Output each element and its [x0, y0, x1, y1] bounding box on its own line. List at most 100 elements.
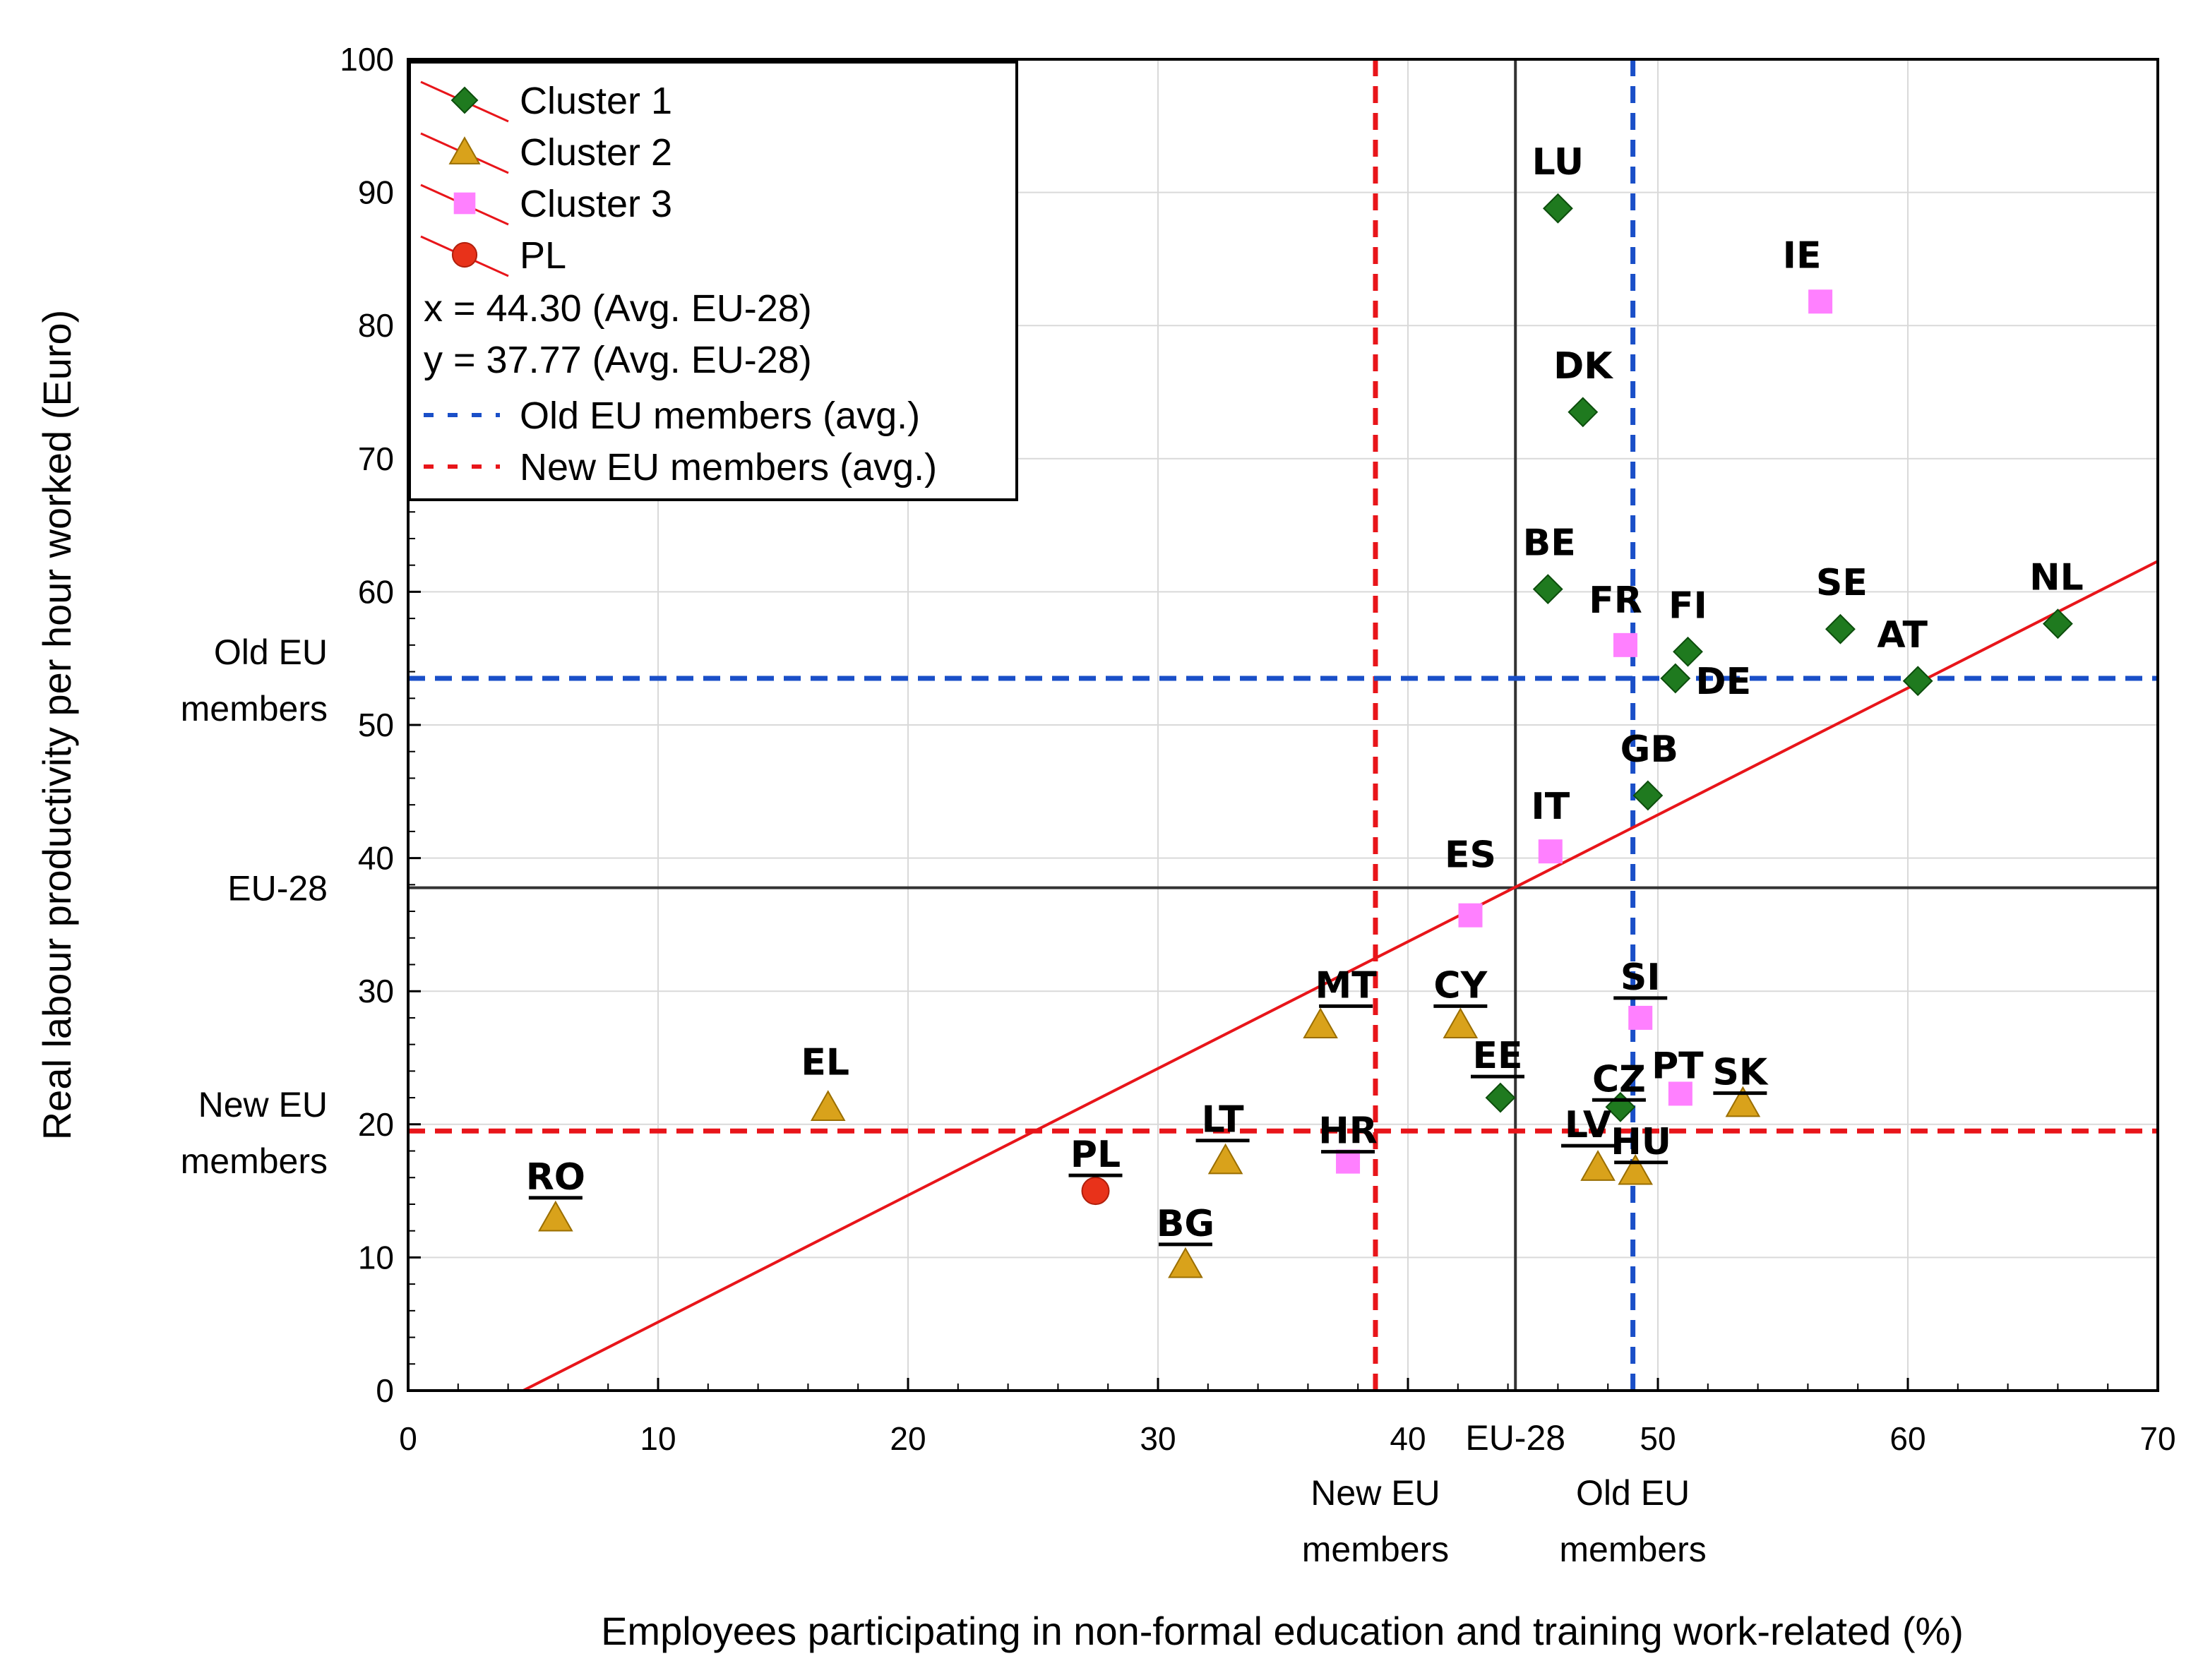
label-se: SE	[1816, 562, 1868, 604]
point-be	[1532, 574, 1563, 605]
label-lv: LV	[1565, 1104, 1611, 1146]
legend-y-average: y = 37.77 (Avg. EU-28)	[424, 339, 812, 381]
label-ro: RO	[526, 1156, 585, 1199]
point-cy	[1443, 1007, 1479, 1039]
point-se	[1825, 613, 1856, 644]
label-be: BE	[1523, 522, 1576, 565]
label-lt: LT	[1202, 1099, 1245, 1141]
point-mt	[1303, 1007, 1338, 1039]
point-nl	[2042, 608, 2073, 640]
old-eu-x-label: members	[1559, 1530, 1706, 1569]
point-ro	[538, 1200, 573, 1232]
x-tick-label: 0	[399, 1420, 417, 1457]
label-hr: HR	[1318, 1110, 1378, 1153]
label-gb: GB	[1620, 728, 1678, 771]
label-cy: CY	[1433, 964, 1488, 1007]
legend-swatch-pl	[451, 241, 478, 268]
label-nl: NL	[2029, 557, 2084, 599]
y-tick-label: 70	[358, 440, 394, 477]
new-eu-y-label: New EU	[198, 1085, 328, 1124]
new-eu-y-label: members	[181, 1141, 328, 1181]
x-tick-label: 20	[890, 1420, 926, 1457]
x-tick-label: 30	[1140, 1420, 1176, 1457]
y-tick-label: 100	[340, 41, 394, 78]
y-tick-label: 10	[358, 1239, 394, 1276]
y-axis-title: Real labour productivity per hour worked…	[35, 310, 79, 1141]
point-el	[810, 1090, 846, 1121]
label-pt: PT	[1652, 1045, 1704, 1087]
point-ee	[1485, 1082, 1516, 1113]
y-tick-label: 40	[358, 840, 394, 877]
label-ee: EE	[1472, 1035, 1522, 1077]
label-si: SI	[1620, 956, 1661, 999]
grid	[408, 59, 2158, 1391]
point-labels: LU DK BE FI DE SE NL AT GB EE CZ RO EL BG LT MT CY LV HU SK…	[526, 141, 2084, 1247]
label-de: DE	[1695, 661, 1751, 703]
label-at: AT	[1877, 614, 1928, 656]
legend-label-cluster1: Cluster 1	[520, 80, 672, 122]
y-tick-label: 0	[376, 1372, 394, 1409]
label-fr: FR	[1589, 580, 1642, 622]
legend-swatch-cluster1	[450, 86, 479, 114]
old-eu-y-label: members	[181, 689, 328, 728]
label-ie: IE	[1783, 234, 1822, 277]
x-tick-label: 60	[1889, 1420, 1926, 1457]
x-axis-title: Employees participating in non-formal ed…	[601, 1609, 1964, 1653]
label-it: IT	[1531, 786, 1570, 828]
point-dk	[1568, 397, 1599, 428]
y-tick-label: 50	[358, 707, 394, 743]
axis-ticks: 0 10 20 30 40 50 60 70 0 10 20 30 40 50 60 70 80 90 100	[340, 41, 2175, 1457]
x-tick-label: 50	[1640, 1420, 1676, 1457]
new-eu-x-label: members	[1302, 1530, 1449, 1569]
eu28-y-label: EU-28	[227, 869, 328, 908]
legend-label-pl: PL	[520, 234, 566, 277]
legend: Cluster 1 Cluster 2 Cluster 3 PL x = 44.30 (…	[408, 61, 1018, 501]
point-hr	[1336, 1149, 1361, 1174]
point-de	[1660, 663, 1691, 694]
legend-box	[408, 61, 1018, 501]
legend-label-new-eu: New EU members (avg.)	[520, 446, 937, 488]
label-fi: FI	[1668, 584, 1707, 627]
y-tick-label: 80	[358, 307, 394, 344]
y-tick-label: 60	[358, 573, 394, 610]
point-it	[1538, 839, 1563, 864]
legend-label-cluster2: Cluster 2	[520, 131, 672, 174]
regression-line-group	[522, 560, 2159, 1392]
point-pl	[1081, 1177, 1110, 1206]
legend-label-cluster3: Cluster 3	[520, 183, 672, 225]
label-el: EL	[801, 1041, 849, 1084]
legend-label-old-eu: Old EU members (avg.)	[520, 395, 920, 437]
data-points	[538, 193, 2073, 1278]
label-sk: SK	[1712, 1052, 1768, 1094]
x-tick-label: 40	[1390, 1420, 1426, 1457]
point-lu	[1542, 193, 1573, 224]
label-mt: MT	[1315, 964, 1377, 1007]
point-ie	[1808, 289, 1833, 314]
regression-line	[522, 560, 2159, 1392]
point-si	[1628, 1005, 1653, 1030]
x-tick-label: 70	[2139, 1420, 2175, 1457]
legend-swatch-cluster3	[453, 192, 476, 215]
point-bg	[1168, 1247, 1203, 1278]
point-lv	[1580, 1150, 1616, 1181]
label-hu: HU	[1611, 1121, 1671, 1163]
x-tick-label: 10	[640, 1420, 676, 1457]
legend-swatch-cluster2	[448, 136, 481, 164]
new-eu-x-label: New EU	[1311, 1473, 1440, 1513]
point-hu	[1618, 1153, 1653, 1185]
label-dk: DK	[1553, 345, 1613, 388]
label-cz: CZ	[1592, 1058, 1646, 1100]
label-es: ES	[1445, 834, 1496, 877]
point-sk	[1725, 1086, 1761, 1117]
point-gb	[1632, 780, 1664, 811]
reference-lines: EU-28 EU-28 New EU members Old EU members Old …	[181, 59, 2158, 1569]
y-tick-label: 30	[358, 973, 394, 1009]
label-pl: PL	[1070, 1134, 1121, 1176]
point-fr	[1613, 632, 1637, 657]
point-pt	[1668, 1081, 1692, 1106]
label-lu: LU	[1532, 141, 1584, 184]
legend-x-average: x = 44.30 (Avg. EU-28)	[424, 287, 812, 330]
y-tick-label: 90	[358, 174, 394, 211]
